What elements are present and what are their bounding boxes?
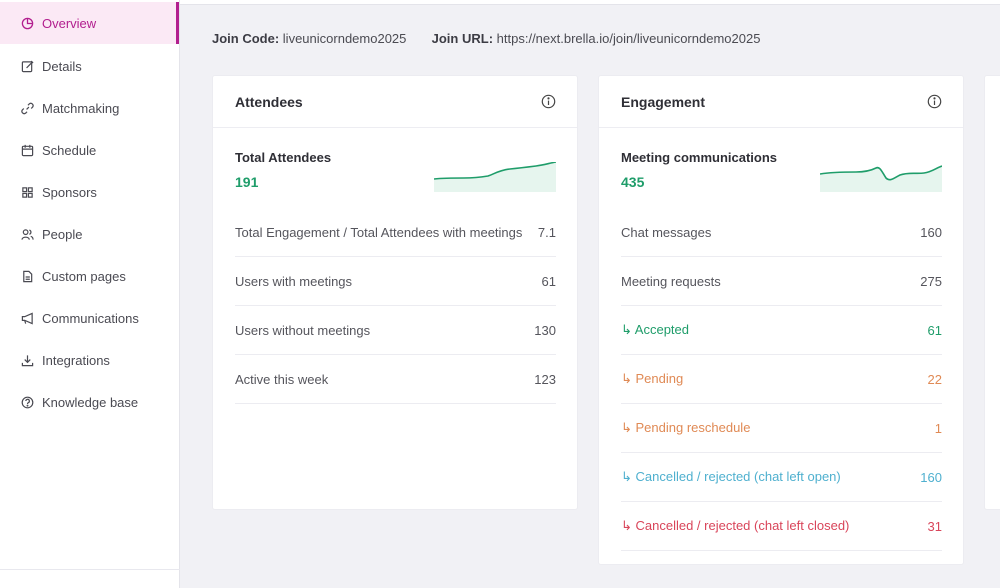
metric-label: ↳ Pending reschedule: [621, 420, 751, 435]
metric-value: 160: [920, 224, 942, 240]
metric-row: ↳ Pending 22: [621, 355, 942, 404]
metric-value: 1: [934, 420, 942, 436]
metric-value: 61: [927, 322, 942, 338]
card-body: Total Attendees 191 Total Engagement / T…: [213, 128, 577, 404]
metric-row: Meeting requests 275: [621, 257, 942, 306]
join-url-label: Join URL:: [431, 31, 494, 46]
info-icon[interactable]: [541, 94, 556, 109]
sidebar-item-details[interactable]: Details: [0, 46, 169, 86]
stat-summary: Meeting communications 435: [621, 128, 942, 208]
metric-row: ↳ Pending reschedule 1: [621, 404, 942, 453]
sidebar-item-label: Matchmaking: [42, 100, 120, 116]
users-icon: [20, 227, 34, 241]
edit-icon: [20, 59, 34, 73]
download-icon: [20, 353, 34, 367]
metric-row: Total Engagement / Total Attendees with …: [235, 208, 556, 257]
metric-row: Users with meetings 61: [235, 257, 556, 306]
sidebar-item-matchmaking[interactable]: Matchmaking: [0, 88, 169, 128]
sidebar-item-label: Custom pages: [42, 268, 126, 284]
metric-value: 61: [541, 273, 556, 289]
sidebar-nav: Overview Details Matchmaking Schedule Sp…: [0, 0, 179, 422]
sidebar-item-custom-pages[interactable]: Custom pages: [0, 256, 169, 296]
metric-label: ↳ Cancelled / rejected (chat left closed…: [621, 518, 850, 533]
metric-label: ↳ Accepted: [621, 322, 689, 337]
stat-label: Meeting communications: [621, 150, 778, 165]
stat-label: Total Attendees: [235, 150, 332, 165]
metric-row: Chat messages 160: [621, 208, 942, 257]
help-icon: [20, 395, 34, 409]
metric-label: Meeting requests: [621, 273, 721, 289]
sidebar-item-label: Sponsors: [42, 184, 97, 200]
metric-label: Users without meetings: [235, 322, 371, 338]
page-icon: [20, 269, 34, 283]
metric-value: 123: [534, 371, 556, 387]
link-icon: [20, 101, 34, 115]
metric-row: Active this week 123: [235, 355, 556, 404]
metric-value: 130: [534, 322, 556, 338]
sidebar-item-people[interactable]: People: [0, 214, 169, 254]
stat-summary: Total Attendees 191: [235, 128, 556, 208]
metric-label: Active this week: [235, 371, 329, 387]
metric-row: Users without meetings 130: [235, 306, 556, 355]
metric-label: Chat messages: [621, 224, 712, 240]
join-url-value[interactable]: https://next.brella.io/join/liveunicornd…: [496, 31, 761, 46]
sidebar-divider: [0, 569, 180, 570]
info-icon[interactable]: [927, 94, 942, 109]
metric-value: 160: [920, 469, 942, 485]
metric-row: ↳ Cancelled / rejected (chat left open) …: [621, 453, 942, 502]
metric-label: Total Engagement / Total Attendees with …: [235, 224, 523, 240]
card-title: Engagement: [621, 93, 706, 110]
stat-value: 435: [621, 174, 645, 190]
metric-row: ↳ Accepted 61: [621, 306, 942, 355]
card-body: Meeting communications 435 Chat messages…: [599, 128, 963, 551]
sidebar-item-schedule[interactable]: Schedule: [0, 130, 169, 170]
sidebar-item-label: Communications: [42, 310, 139, 326]
grid-icon: [20, 185, 34, 199]
sidebar-item-label: Schedule: [42, 142, 97, 158]
metric-label: ↳ Cancelled / rejected (chat left open): [621, 469, 841, 484]
metric-value: 275: [920, 273, 942, 289]
metric-label: Users with meetings: [235, 273, 353, 289]
stat-value: 191: [235, 174, 259, 190]
sidebar-item-label: Overview: [42, 15, 97, 31]
metric-label: ↳ Pending: [621, 371, 684, 386]
sidebar: Overview Details Matchmaking Schedule Sp…: [0, 0, 180, 588]
partial-card: [985, 76, 1000, 509]
sidebar-item-overview[interactable]: Overview: [0, 2, 179, 44]
sidebar-item-label: Knowledge base: [42, 394, 139, 410]
sidebar-item-knowledge-base[interactable]: Knowledge base: [0, 382, 169, 422]
sidebar-item-label: Details: [42, 58, 82, 74]
attendees-card: Attendees Total Attendees 191 Total Enga…: [213, 76, 577, 509]
sidebar-item-sponsors[interactable]: Sponsors: [0, 172, 169, 212]
metric-value: 22: [927, 371, 942, 387]
megaphone-icon: [20, 311, 34, 325]
sidebar-item-communications[interactable]: Communications: [0, 298, 169, 338]
sidebar-item-integrations[interactable]: Integrations: [0, 340, 169, 380]
pie-chart-icon: [20, 16, 34, 30]
calendar-icon: [20, 143, 34, 157]
join-info: Join Code: liveunicorndemo2025 Join URL:…: [212, 31, 760, 46]
metric-value: 7.1: [537, 224, 556, 240]
card-header: Engagement: [599, 76, 963, 128]
metric-row: ↳ Cancelled / rejected (chat left closed…: [621, 502, 942, 551]
join-code-value[interactable]: liveunicorndemo2025: [282, 31, 407, 46]
engagement-card: Engagement Meeting communications 435 Ch…: [599, 76, 963, 564]
top-bar: [180, 0, 1000, 5]
sidebar-item-label: Integrations: [42, 352, 110, 368]
attendees-sparkline: [434, 162, 556, 192]
engagement-sparkline: [820, 165, 942, 192]
metric-value: 31: [927, 518, 942, 534]
card-title: Attendees: [235, 93, 303, 110]
card-header: Attendees: [213, 76, 577, 128]
join-code-label: Join Code:: [212, 31, 280, 46]
sidebar-item-label: People: [42, 226, 83, 242]
